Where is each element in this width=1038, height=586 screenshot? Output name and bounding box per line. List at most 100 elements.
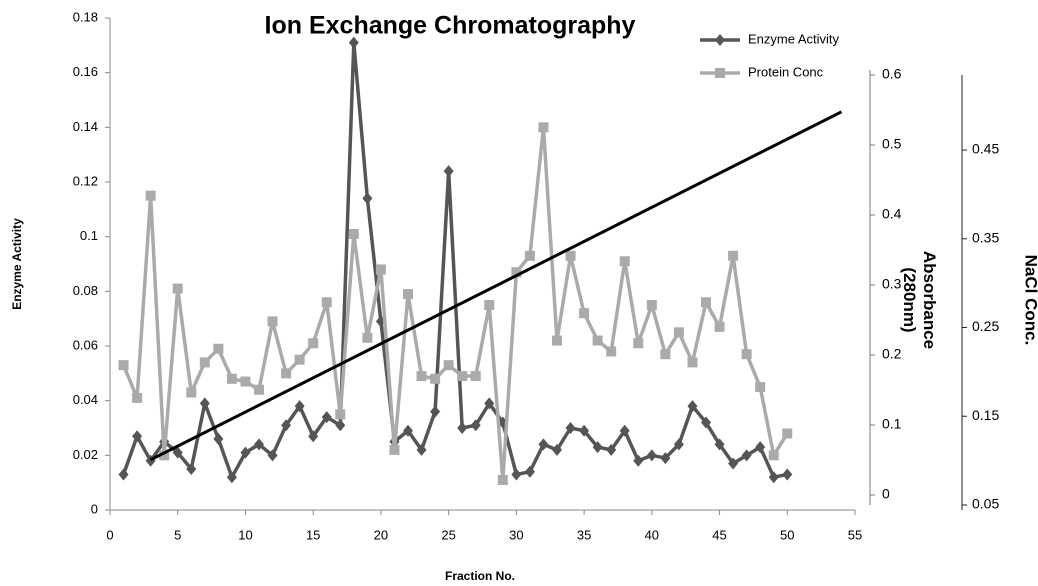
point: [715, 34, 725, 46]
point: [524, 250, 535, 261]
point: [240, 376, 251, 387]
point: [782, 468, 793, 481]
y-tick-label: 0.04: [73, 392, 98, 407]
point: [673, 327, 684, 338]
y3-tick-label: 0.35: [972, 229, 999, 245]
y-tick-label: 0.14: [73, 119, 98, 134]
point: [701, 416, 711, 429]
x-tick-label: 10: [238, 527, 252, 542]
y2-tick-label: 0.4: [882, 206, 902, 222]
point: [470, 419, 481, 432]
y2-tick-label: 0.1: [882, 416, 902, 432]
point: [267, 316, 278, 327]
point: [389, 444, 400, 455]
x-tick-label: 20: [374, 527, 388, 542]
x-tick-label: 25: [441, 527, 455, 542]
x-tick-label: 45: [712, 527, 726, 542]
point: [565, 250, 576, 261]
point: [660, 452, 671, 465]
y2-tick-label: 0.3: [882, 276, 902, 292]
point: [728, 457, 739, 470]
point: [199, 357, 210, 368]
y-tick-label: 0.08: [73, 283, 98, 298]
y2-tick-label: 0.2: [882, 346, 902, 362]
point: [118, 360, 129, 371]
point: [687, 357, 698, 368]
point: [362, 192, 373, 205]
point: [403, 424, 413, 437]
point: [254, 438, 264, 451]
point: [714, 321, 725, 332]
point: [321, 411, 332, 424]
point: [199, 397, 210, 410]
point: [728, 250, 739, 261]
point: [226, 373, 237, 384]
point: [646, 449, 657, 462]
point: [443, 360, 454, 371]
point: [294, 354, 305, 365]
point: [484, 300, 495, 310]
point: [741, 349, 752, 360]
point: [606, 346, 617, 357]
point: [470, 371, 481, 382]
point: [172, 283, 183, 294]
point: [673, 438, 684, 451]
y3-tick-label: 0.25: [972, 318, 999, 334]
point: [457, 371, 468, 382]
point: [186, 387, 197, 398]
point: [755, 382, 766, 392]
legend-label: Enzyme Activity: [748, 31, 840, 46]
point: [579, 424, 590, 437]
point: [267, 449, 278, 462]
point: [308, 430, 319, 443]
point: [335, 419, 346, 432]
point: [592, 335, 603, 346]
point: [592, 441, 603, 454]
point: [281, 368, 292, 379]
x-tick-label: 15: [306, 527, 320, 542]
y3-tick-label: 0.05: [972, 496, 999, 512]
y2-axis-label-line: (280nm): [900, 267, 919, 332]
x-tick-label: 30: [509, 527, 523, 542]
point: [186, 463, 197, 475]
point: [633, 454, 644, 467]
point: [768, 471, 779, 484]
point: [416, 371, 427, 382]
point: [782, 428, 793, 439]
point: [552, 335, 562, 346]
point: [457, 422, 468, 434]
point: [552, 443, 562, 456]
point: [579, 308, 590, 319]
point: [497, 474, 508, 485]
point: [538, 122, 549, 133]
point: [619, 256, 630, 267]
point: [159, 450, 170, 461]
y3-tick-label: 0.15: [972, 407, 999, 423]
point: [741, 449, 752, 462]
point: [254, 384, 264, 395]
point: [484, 397, 495, 410]
legend-label: Protein Conc: [748, 64, 824, 79]
y3-tick-label: 0.45: [972, 141, 999, 157]
y2-tick-label: 0.6: [882, 66, 902, 82]
point: [633, 338, 644, 349]
series-line: [121, 40, 788, 479]
point: [430, 405, 441, 418]
x-tick-label: 50: [780, 527, 794, 542]
point: [619, 424, 630, 437]
point: [511, 267, 522, 278]
y2-tick-label: 0: [882, 486, 890, 502]
point: [226, 471, 237, 484]
point: [172, 446, 183, 459]
point: [145, 190, 156, 201]
point: [281, 419, 292, 432]
point: [524, 465, 535, 478]
point: [362, 332, 373, 343]
y-tick-label: 0.06: [73, 337, 98, 352]
point: [606, 443, 617, 456]
point: [687, 400, 698, 413]
point: [511, 468, 522, 481]
y-tick-label: 0.18: [73, 9, 98, 24]
y3-axis-label: NaCl Conc.: [1022, 255, 1038, 346]
point: [308, 338, 319, 349]
